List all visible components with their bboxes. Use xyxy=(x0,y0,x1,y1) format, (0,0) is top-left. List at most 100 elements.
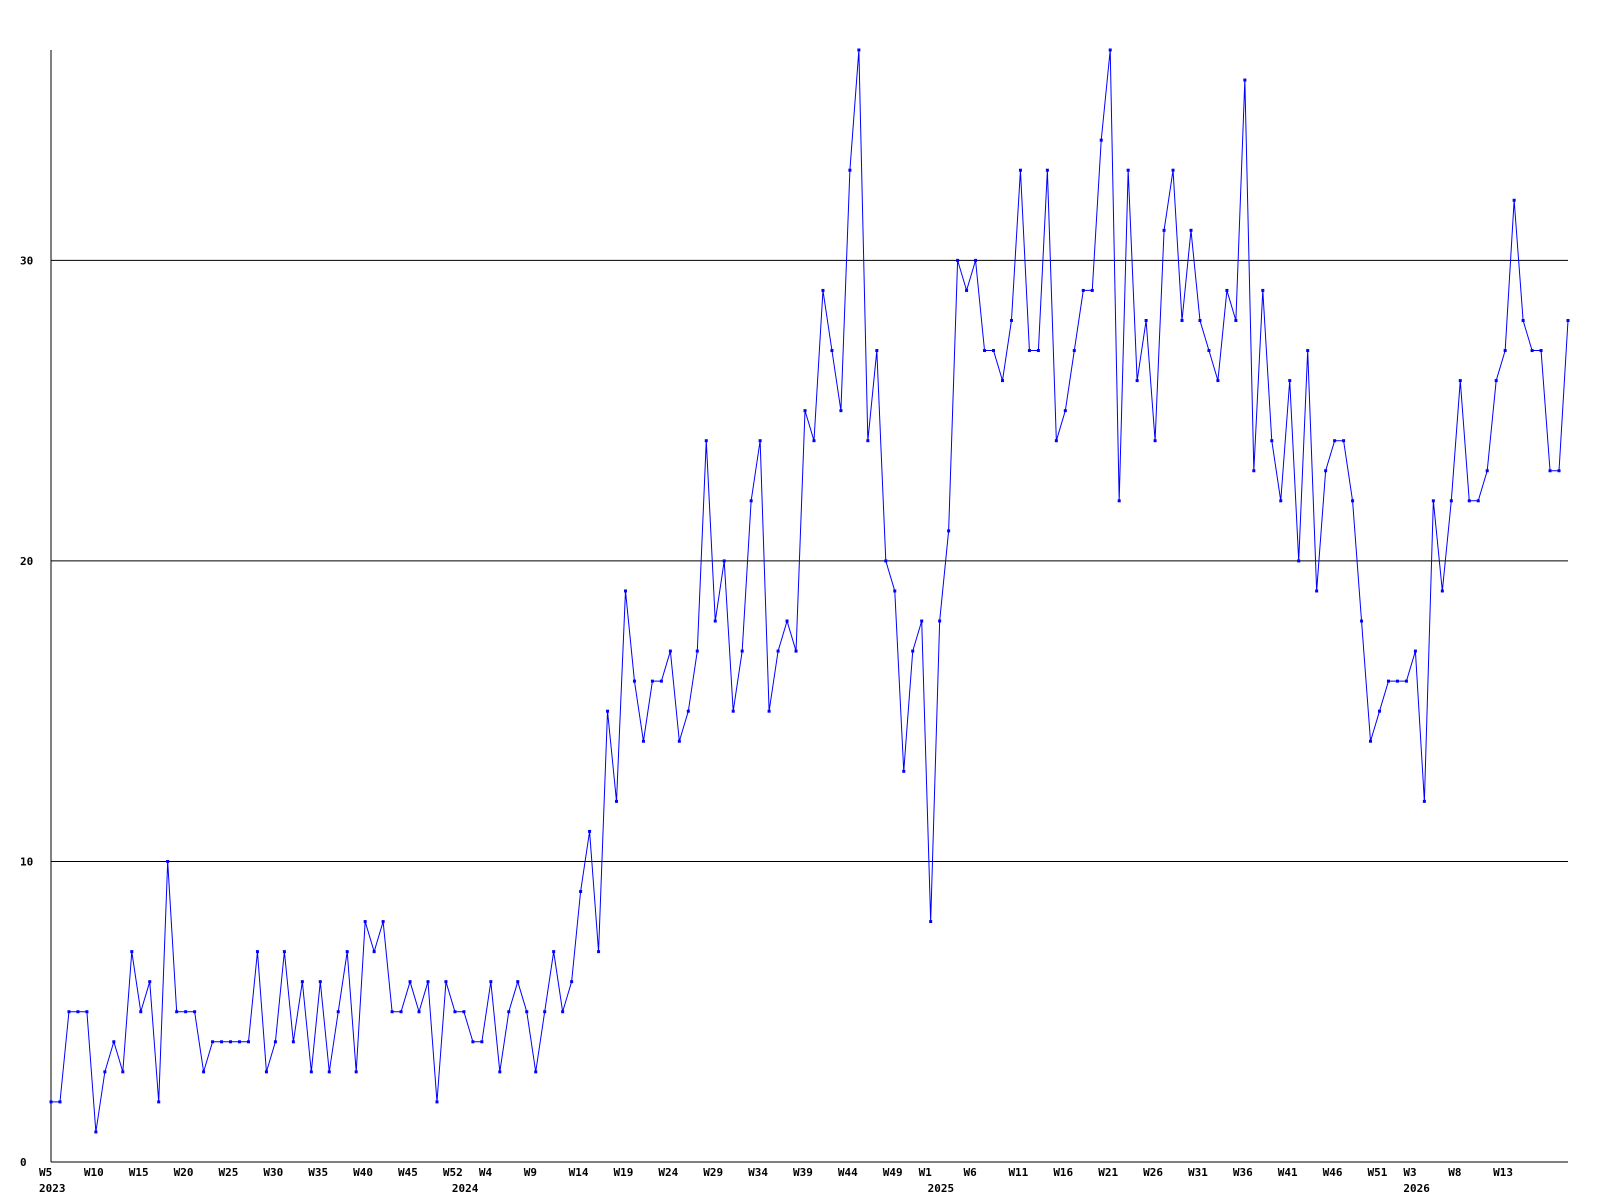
data-series xyxy=(49,48,1570,1134)
data-point xyxy=(902,769,906,773)
x-tick-label: W6 xyxy=(964,1166,978,1179)
data-point xyxy=(857,48,861,52)
data-point xyxy=(606,709,610,713)
data-point xyxy=(992,349,996,353)
x-tick-label: W24 xyxy=(658,1166,678,1179)
y-tick-label: 0 xyxy=(20,1156,27,1169)
data-point xyxy=(381,920,385,924)
data-point xyxy=(1521,318,1525,322)
data-point xyxy=(1090,288,1094,292)
data-point xyxy=(1413,649,1417,653)
x-tick-label: W46 xyxy=(1323,1166,1343,1179)
x-tick-label: W10 xyxy=(84,1166,104,1179)
data-point xyxy=(884,559,888,563)
data-point xyxy=(911,649,915,653)
data-point xyxy=(1485,469,1489,473)
data-point xyxy=(713,619,717,623)
data-point xyxy=(1395,679,1399,683)
data-point xyxy=(85,1010,89,1014)
data-point xyxy=(1297,559,1301,563)
data-point xyxy=(193,1010,197,1014)
data-point xyxy=(1351,499,1355,503)
data-point xyxy=(1225,288,1229,292)
data-point xyxy=(1404,679,1408,683)
data-point xyxy=(166,859,170,863)
data-point xyxy=(1548,469,1552,473)
data-point xyxy=(1324,469,1328,473)
data-point xyxy=(49,1100,53,1104)
data-point xyxy=(363,920,367,924)
data-point xyxy=(821,288,825,292)
data-point xyxy=(417,1010,421,1014)
data-point xyxy=(1279,499,1283,503)
data-point xyxy=(1180,318,1184,322)
x-tick-label: W5 xyxy=(39,1166,52,1179)
data-point xyxy=(1386,679,1390,683)
x-tick-label: W40 xyxy=(353,1166,373,1179)
data-point xyxy=(543,1010,547,1014)
data-point xyxy=(426,980,430,984)
x-tick-label: W51 xyxy=(1367,1166,1387,1179)
x-year-label: 2024 xyxy=(452,1182,479,1195)
data-point xyxy=(812,439,816,443)
data-point xyxy=(1369,739,1373,743)
x-tick-label: W26 xyxy=(1143,1166,1163,1179)
data-point xyxy=(354,1070,358,1074)
data-point xyxy=(875,349,879,353)
data-point xyxy=(1243,78,1247,82)
data-point xyxy=(211,1040,215,1044)
data-point xyxy=(731,709,735,713)
x-tick-label: W39 xyxy=(793,1166,813,1179)
data-point xyxy=(238,1040,242,1044)
data-point xyxy=(399,1010,403,1014)
data-point xyxy=(597,950,601,954)
data-point xyxy=(462,1010,466,1014)
data-point xyxy=(686,709,690,713)
data-point xyxy=(1252,469,1256,473)
data-point xyxy=(372,950,376,954)
y-tick-label: 30 xyxy=(20,254,33,267)
x-tick-label: W29 xyxy=(703,1166,723,1179)
data-point xyxy=(839,409,843,413)
data-point xyxy=(848,168,852,172)
x-tick-label: W31 xyxy=(1188,1166,1208,1179)
x-tick-label: W35 xyxy=(308,1166,328,1179)
data-point xyxy=(1377,709,1381,713)
data-point xyxy=(983,349,987,353)
data-point xyxy=(668,649,672,653)
data-point xyxy=(336,1010,340,1014)
data-point xyxy=(1027,349,1031,353)
data-point xyxy=(704,439,708,443)
data-point xyxy=(1234,318,1238,322)
data-point xyxy=(291,1040,295,1044)
data-point xyxy=(1207,349,1211,353)
data-point xyxy=(1108,48,1112,52)
data-point xyxy=(1458,379,1462,383)
data-point xyxy=(1018,168,1022,172)
data-point xyxy=(1431,499,1435,503)
data-point xyxy=(489,980,493,984)
data-point xyxy=(722,559,726,563)
x-tick-label: W21 xyxy=(1098,1166,1118,1179)
data-point xyxy=(1360,619,1364,623)
data-point xyxy=(444,980,448,984)
x-tick-label: W34 xyxy=(748,1166,768,1179)
data-point xyxy=(615,799,619,803)
x-tick-label: W36 xyxy=(1233,1166,1253,1179)
data-point xyxy=(202,1070,206,1074)
tick-labels: 0 10 20 30 W5 W10 W15 W20 W25 W30 W35 W40 W45 W52 W4 W9… xyxy=(20,254,1513,1195)
data-point xyxy=(1216,379,1220,383)
data-point xyxy=(1189,228,1193,232)
data-point xyxy=(264,1070,268,1074)
data-point xyxy=(1539,349,1543,353)
x-tick-label: W52 xyxy=(443,1166,463,1179)
data-point xyxy=(220,1040,224,1044)
data-point xyxy=(67,1010,71,1014)
data-point xyxy=(893,589,897,593)
x-tick-label: W8 xyxy=(1448,1166,1461,1179)
data-point xyxy=(1503,349,1507,353)
x-tick-label: W25 xyxy=(219,1166,239,1179)
x-tick-label: W1 xyxy=(919,1166,933,1179)
x-tick-label: W15 xyxy=(129,1166,149,1179)
data-point xyxy=(1036,349,1040,353)
